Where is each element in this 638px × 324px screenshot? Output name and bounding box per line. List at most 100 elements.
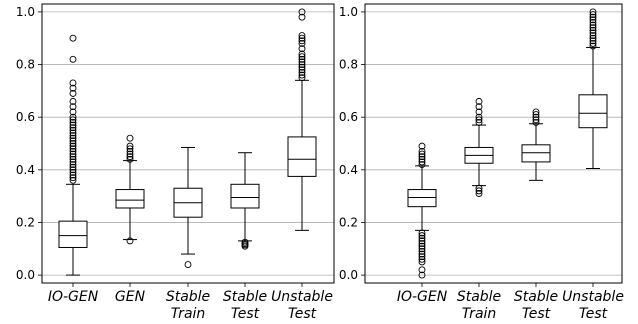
flier-point xyxy=(475,118,483,126)
flier-point xyxy=(69,134,77,142)
flier-point xyxy=(298,66,306,74)
flier-point xyxy=(418,150,426,158)
flier-point xyxy=(589,8,597,16)
flier-point xyxy=(418,266,426,274)
flier-point xyxy=(532,116,540,124)
flier-point xyxy=(475,190,483,197)
flier-point xyxy=(126,153,134,161)
flier-point xyxy=(69,158,77,166)
flier-point xyxy=(475,97,483,105)
flier-point xyxy=(69,155,77,163)
flier-point xyxy=(589,29,597,37)
flier-point xyxy=(532,111,540,118)
flier-point xyxy=(532,113,540,121)
category-label-line1: Unstable xyxy=(271,289,333,305)
box-stable-train xyxy=(173,146,203,269)
right-boxplot-panel: 0.00.20.40.60.81.0IO-GEN StableTrainStabl… xyxy=(339,3,624,322)
flier-point xyxy=(69,108,77,116)
flier-point xyxy=(298,8,306,16)
flier-point xyxy=(126,147,134,155)
flier-point xyxy=(418,245,426,253)
flier-point xyxy=(418,158,426,166)
flier-point xyxy=(69,121,77,129)
flier-point xyxy=(418,155,426,163)
iqr-box xyxy=(407,189,437,208)
flier-point xyxy=(418,242,426,250)
flier-point xyxy=(126,145,134,153)
flier-point xyxy=(69,129,77,137)
plot-frame xyxy=(364,3,623,284)
flier-point xyxy=(418,234,426,242)
y-tick-label: 0.0 xyxy=(16,268,35,282)
box-unstable-test xyxy=(287,8,317,231)
flier-point xyxy=(589,11,597,18)
y-tick-label: 0.6 xyxy=(16,110,35,124)
category-label-line1: Stable xyxy=(166,289,210,305)
flier-point xyxy=(532,118,540,126)
flier-point xyxy=(418,147,426,155)
flier-point xyxy=(418,237,426,245)
flier-point xyxy=(418,232,426,240)
flier-point xyxy=(589,18,597,26)
category-label-line1: IO-GEN xyxy=(397,289,448,305)
y-tick-label: 0.8 xyxy=(16,58,35,72)
flier-point xyxy=(298,55,306,63)
flier-point xyxy=(418,250,426,258)
flier-point xyxy=(69,79,77,87)
flier-point xyxy=(69,97,77,105)
flier-point xyxy=(418,161,426,169)
flier-point xyxy=(126,155,134,163)
flier-point xyxy=(69,161,77,169)
flier-point xyxy=(241,238,249,246)
category-label-line2: Test xyxy=(288,306,317,322)
y-tick-label: 0.0 xyxy=(339,268,358,282)
category-label-line2: Test xyxy=(231,306,260,322)
flier-point xyxy=(418,229,426,237)
category-label-line1: Stable xyxy=(457,289,501,305)
category-label-line1: IO-GEN xyxy=(48,289,99,305)
flier-point xyxy=(69,176,77,184)
category-label-line1: Stable xyxy=(223,289,267,305)
flier-point xyxy=(69,118,77,126)
y-tick-label: 1.0 xyxy=(16,5,35,19)
flier-point xyxy=(126,150,134,158)
flier-point xyxy=(69,174,77,182)
flier-point xyxy=(298,74,306,82)
flier-point xyxy=(69,171,77,179)
flier-point xyxy=(298,50,306,58)
flier-point xyxy=(475,187,483,195)
flier-point xyxy=(589,42,597,50)
flier-point xyxy=(298,71,306,79)
flier-point xyxy=(418,153,426,161)
flier-point xyxy=(589,21,597,29)
flier-point xyxy=(69,153,77,161)
flier-point xyxy=(418,253,426,261)
flier-point xyxy=(69,137,77,145)
flier-point xyxy=(418,255,426,263)
category-label-line1: Stable xyxy=(514,289,558,305)
flier-point xyxy=(532,108,540,116)
flier-point xyxy=(298,34,306,42)
category-label-line2: Test xyxy=(579,306,608,322)
flier-point xyxy=(418,240,426,247)
flier-point xyxy=(475,113,483,121)
flier-point xyxy=(589,26,597,34)
flier-point xyxy=(69,34,77,42)
flier-point xyxy=(69,142,77,150)
flier-point xyxy=(298,68,306,76)
y-tick-label: 0.4 xyxy=(16,163,35,177)
y-tick-label: 0.8 xyxy=(339,58,358,72)
flier-point xyxy=(298,37,306,45)
flier-point xyxy=(69,116,77,124)
iqr-box xyxy=(58,220,88,248)
flier-point xyxy=(298,40,306,47)
flier-point xyxy=(69,84,77,92)
flier-point xyxy=(589,37,597,45)
flier-point xyxy=(69,124,77,132)
flier-point xyxy=(69,169,77,176)
left-boxplot-panel: 0.00.20.40.60.81.0IO-GEN GEN StableTrainSt… xyxy=(16,3,335,322)
flier-point xyxy=(69,103,77,111)
flier-point xyxy=(418,258,426,266)
box-stable-test xyxy=(521,108,551,181)
